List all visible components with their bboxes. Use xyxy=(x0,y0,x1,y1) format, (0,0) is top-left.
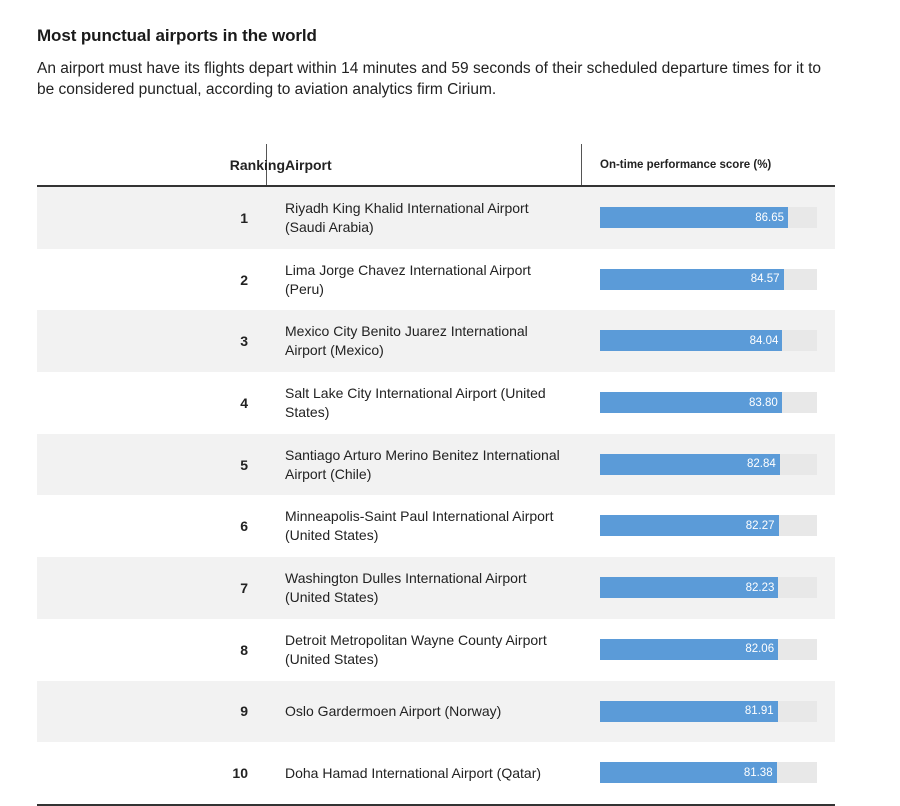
rank-cell: 2 xyxy=(240,271,248,288)
airport-cell: Minneapolis-Saint Paul International Air… xyxy=(285,508,554,544)
rank-cell: 9 xyxy=(240,703,248,720)
score-bar: 82.06 xyxy=(600,638,779,660)
header-airport: Airport xyxy=(285,157,332,173)
score-bar: 84.04 xyxy=(600,330,783,352)
score-bar-track: 82.84 xyxy=(600,453,817,475)
table-row: 1 Riyadh King Khalid International Airpor… xyxy=(37,187,835,249)
score-label: 82.23 xyxy=(745,581,775,594)
score-label: 83.80 xyxy=(749,396,778,409)
score-bar: 84.57 xyxy=(600,268,784,290)
score-bar-track: 82.06 xyxy=(600,638,817,660)
table-row: 2 Lima Jorge Chavez International Airport… xyxy=(37,248,835,311)
rank-cell: 8 xyxy=(240,641,248,658)
score-label: 86.65 xyxy=(755,211,784,224)
chart-subtitle: An airport must have its flights depart … xyxy=(37,60,822,98)
score-bar-track: 83.80 xyxy=(600,392,817,414)
rank-cell: 7 xyxy=(240,579,248,596)
airport-cell: Oslo Gardermoen Airport (Norway) xyxy=(285,702,502,719)
rank-cell: 1 xyxy=(240,209,248,226)
rank-cell: 5 xyxy=(240,456,248,473)
score-bar-track: 84.57 xyxy=(600,268,817,290)
header-ranking: Ranking xyxy=(229,157,285,173)
rank-cell: 10 xyxy=(232,765,248,782)
score-label: 82.06 xyxy=(745,643,775,656)
score-bar-track: 86.65 xyxy=(600,207,817,228)
rank-cell: 3 xyxy=(240,333,248,350)
score-label: 82.84 xyxy=(747,458,776,471)
airport-cell: Lima Jorge Chavez International Airport … xyxy=(285,261,531,297)
airport-cell: Doha Hamad International Airport (Qatar) xyxy=(285,764,542,781)
header-score: On-time performance score (%) xyxy=(600,159,772,171)
table-header: Ranking Airport On-time performance scor… xyxy=(37,144,835,187)
score-bar: 82.84 xyxy=(600,453,780,475)
score-label: 81.91 xyxy=(744,705,774,717)
score-label: 82.27 xyxy=(745,519,775,532)
table-row: 4 Salt Lake City International Airport (U… xyxy=(37,372,835,434)
score-label: 81.38 xyxy=(743,766,773,779)
score-bar: 82.23 xyxy=(600,577,779,599)
airport-cell: Washington Dulles International Airport … xyxy=(285,569,527,605)
score-bar-track: 84.04 xyxy=(600,330,817,352)
score-bar-track: 81.91 xyxy=(600,700,817,722)
score-bar: 86.65 xyxy=(600,207,788,228)
table-row: 6 Minneapolis-Saint Paul International Ai… xyxy=(37,495,835,558)
rank-cell: 4 xyxy=(240,394,248,411)
score-bar-track: 82.27 xyxy=(600,515,817,537)
airport-cell: Detroit Metropolitan Wayne County Airpor… xyxy=(285,631,547,667)
score-bar: 82.27 xyxy=(600,515,779,537)
score-bar-track: 81.38 xyxy=(600,762,817,784)
score-bar: 81.38 xyxy=(600,762,777,784)
airport-cell: Santiago Arturo Merino Benitez Internati… xyxy=(285,446,560,482)
score-bar: 81.91 xyxy=(600,700,778,722)
table-row: 3 Mexico City Benito Juarez International… xyxy=(37,310,835,373)
airport-cell: Riyadh King Khalid International Airport… xyxy=(285,199,529,235)
airport-cell: Salt Lake City International Airport (Un… xyxy=(285,384,546,420)
airport-cell: Mexico City Benito Juarez International … xyxy=(285,323,528,359)
table-row: 10 Doha Hamad International Airport (Qata… xyxy=(37,742,835,804)
table-row: 8 Detroit Metropolitan Wayne County Airpo… xyxy=(37,618,835,681)
table-row: 5 Santiago Arturo Merino Benitez Internat… xyxy=(37,433,835,496)
table-body: 1 Riyadh King Khalid International Airpor… xyxy=(37,187,835,804)
table-row: 7 Washington Dulles International Airport… xyxy=(37,557,835,619)
chart-title: Most punctual airports in the world xyxy=(37,26,317,45)
score-bar: 83.80 xyxy=(600,392,782,414)
score-label: 84.04 xyxy=(749,334,779,347)
rank-cell: 6 xyxy=(240,518,248,535)
score-label: 84.57 xyxy=(750,273,780,286)
score-bar-track: 82.23 xyxy=(600,577,817,599)
ranking-table: Ranking Airport On-time performance scor… xyxy=(37,144,835,806)
table-row: 9 Oslo Gardermoen Airport (Norway) 81.91 xyxy=(37,680,835,743)
